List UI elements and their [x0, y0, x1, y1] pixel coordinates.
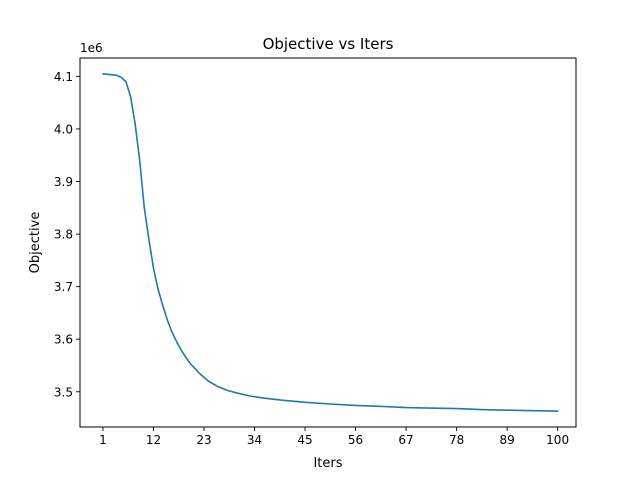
x-tick-label: 23 [196, 433, 211, 447]
x-tick-label: 100 [546, 433, 569, 447]
y-tick-label: 4.0 [54, 122, 73, 136]
x-axis-label: Iters [313, 456, 342, 471]
y-tick-label: 3.7 [54, 280, 73, 294]
axis-ticks: 1 12 23 34 45 56 67 78 89 100 3.5 3.6 3.7 3.8 3.9 4.0 4.… [54, 70, 569, 447]
y-tick-label: 3.9 [54, 175, 73, 189]
x-tick-label: 34 [247, 433, 262, 447]
y-tick-label: 4.1 [54, 70, 73, 84]
series-line-0 [102, 72, 559, 413]
chart-title: Objective vs Iters [263, 35, 394, 53]
y-tick-label: 3.5 [54, 385, 73, 399]
x-tick-label: 12 [146, 433, 161, 447]
y-tick-label: 3.8 [54, 228, 73, 242]
x-tick-label: 78 [449, 433, 464, 447]
x-tick-label: 1 [99, 433, 107, 447]
x-tick-label: 67 [398, 433, 413, 447]
axes-frame [79, 57, 577, 428]
plot-area [102, 72, 559, 413]
x-tick-label: 56 [348, 433, 363, 447]
y-offset-label: 1e6 [80, 41, 103, 55]
x-tick-label: 45 [297, 433, 312, 447]
y-tick-label: 3.6 [54, 333, 73, 347]
y-axis-label: Objective [28, 212, 43, 274]
x-tick-label: 89 [499, 433, 514, 447]
